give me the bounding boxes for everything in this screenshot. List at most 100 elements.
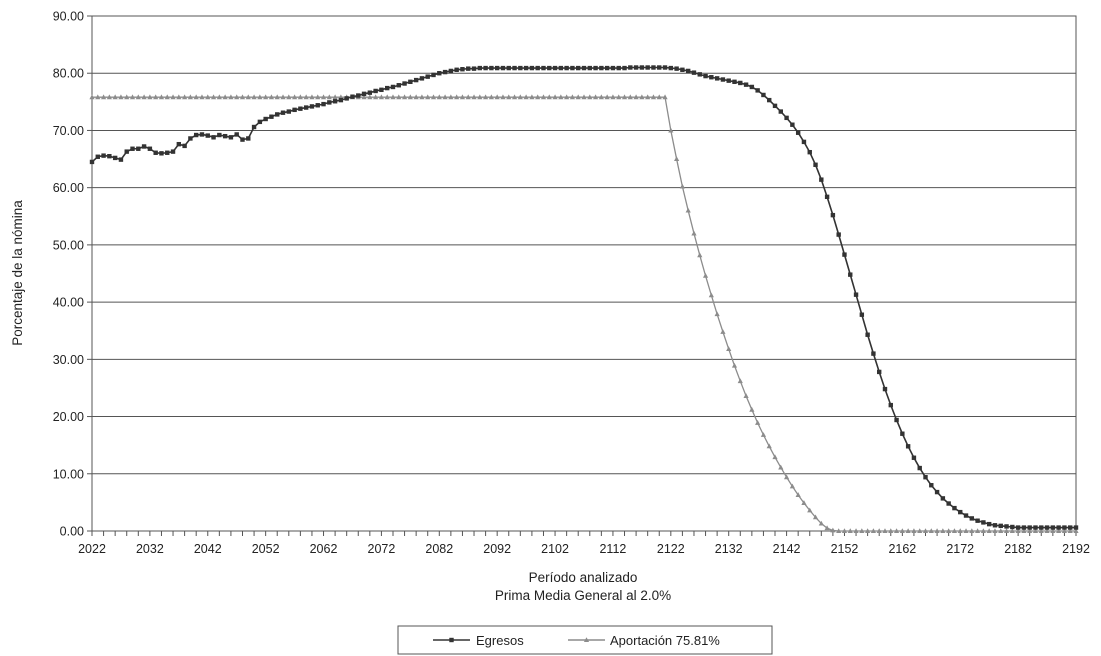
data-point-aportacion xyxy=(639,94,645,100)
data-point-aportacion xyxy=(239,94,246,100)
data-point-egresos xyxy=(338,97,344,103)
data-point-egresos xyxy=(367,90,373,95)
data-point-egresos xyxy=(969,516,975,521)
data-point-aportacion xyxy=(471,94,477,100)
x-tick-label: 2152 xyxy=(831,542,859,556)
data-point-aportacion xyxy=(95,94,101,100)
data-point-egresos xyxy=(483,65,488,71)
data-point-aportacion xyxy=(187,94,193,100)
data-point-egresos xyxy=(275,112,280,117)
data-point-egresos xyxy=(523,65,529,71)
data-point-egresos xyxy=(946,501,951,506)
data-point-aportacion xyxy=(373,94,379,100)
data-point-egresos xyxy=(622,65,627,71)
data-point-aportacion xyxy=(737,378,743,384)
data-point-aportacion xyxy=(135,94,141,100)
data-point-aportacion xyxy=(957,528,963,533)
data-point-egresos xyxy=(929,483,934,488)
series-aportacion xyxy=(89,94,1079,533)
data-point-aportacion xyxy=(535,94,541,100)
data-point-egresos xyxy=(720,77,726,82)
data-point-aportacion xyxy=(824,525,830,531)
data-point-aportacion xyxy=(558,94,564,100)
data-point-aportacion xyxy=(100,94,107,100)
data-point-egresos xyxy=(234,132,239,137)
x-tick-label: 2052 xyxy=(252,542,280,556)
data-point-aportacion xyxy=(778,464,784,470)
data-point-egresos xyxy=(830,212,836,218)
data-point-egresos xyxy=(767,97,772,103)
data-point-aportacion xyxy=(320,94,327,100)
data-point-aportacion xyxy=(506,94,512,100)
data-point-aportacion xyxy=(708,292,714,298)
data-point-egresos xyxy=(645,65,650,70)
x-tick-label: 2082 xyxy=(425,542,453,556)
data-point-aportacion xyxy=(674,156,680,162)
data-point-egresos xyxy=(315,103,320,108)
data-point-aportacion xyxy=(291,94,298,100)
data-point-aportacion xyxy=(847,528,853,533)
data-point-aportacion xyxy=(841,528,848,533)
data-point-egresos xyxy=(570,65,575,71)
data-point-egresos xyxy=(512,65,517,71)
data-point-egresos xyxy=(298,106,303,111)
data-point-aportacion xyxy=(1027,528,1033,533)
data-point-aportacion xyxy=(1056,528,1062,533)
data-point-aportacion xyxy=(743,393,749,398)
data-point-egresos xyxy=(900,431,905,436)
data-point-egresos xyxy=(1056,525,1061,530)
data-point-aportacion xyxy=(882,528,888,533)
data-point-aportacion xyxy=(106,94,112,100)
data-point-aportacion xyxy=(610,94,616,100)
data-point-egresos xyxy=(882,386,888,392)
data-point-aportacion xyxy=(870,528,877,533)
data-point-aportacion xyxy=(257,94,263,100)
data-point-aportacion xyxy=(297,94,303,100)
data-point-egresos xyxy=(170,149,176,154)
y-axis-ticks: 0.00 10.00 20.00 30.00 40.00 50.00 60.00 70.00 8… xyxy=(53,10,92,539)
series-line-egresos xyxy=(91,66,1076,529)
data-point-aportacion xyxy=(888,528,894,533)
data-point-egresos xyxy=(309,104,315,109)
data-point-aportacion xyxy=(228,94,234,100)
data-point-egresos xyxy=(1027,525,1032,530)
data-point-egresos xyxy=(842,252,847,257)
legend-marker-aportacion xyxy=(583,637,590,642)
data-point-aportacion xyxy=(934,528,940,533)
data-point-egresos xyxy=(1068,525,1073,530)
data-point-egresos xyxy=(911,455,917,460)
data-point-egresos xyxy=(188,136,193,141)
data-point-aportacion xyxy=(442,94,448,100)
data-point-aportacion xyxy=(587,94,593,100)
data-point-aportacion xyxy=(112,94,118,100)
data-point-egresos xyxy=(628,65,633,70)
data-point-egresos xyxy=(680,67,685,72)
data-point-egresos xyxy=(396,83,401,88)
data-point-egresos xyxy=(494,65,500,71)
data-point-egresos xyxy=(894,417,899,423)
data-point-egresos xyxy=(379,87,384,93)
data-point-egresos xyxy=(778,109,783,114)
data-point-egresos xyxy=(431,72,436,78)
x-tick-label: 2072 xyxy=(368,542,396,556)
x-tick-label: 2022 xyxy=(78,542,106,556)
data-point-egresos xyxy=(877,369,882,375)
data-point-aportacion xyxy=(986,528,992,533)
x-tick-label: 2112 xyxy=(599,542,626,556)
data-point-aportacion xyxy=(922,528,929,533)
data-point-egresos xyxy=(564,65,569,71)
data-point-egresos xyxy=(807,149,812,155)
data-point-egresos xyxy=(848,272,853,277)
data-point-egresos xyxy=(500,65,506,71)
data-point-aportacion xyxy=(274,94,280,100)
data-point-egresos xyxy=(616,65,621,71)
data-point-aportacion xyxy=(118,94,124,100)
data-point-egresos xyxy=(651,65,656,70)
data-point-aportacion xyxy=(1050,528,1056,533)
data-point-aportacion xyxy=(564,94,570,100)
data-point-egresos xyxy=(917,465,922,471)
data-point-egresos xyxy=(246,136,251,141)
y-tick-label: 10.00 xyxy=(53,467,84,481)
data-point-aportacion xyxy=(1067,528,1073,533)
data-point-aportacion xyxy=(569,94,576,100)
